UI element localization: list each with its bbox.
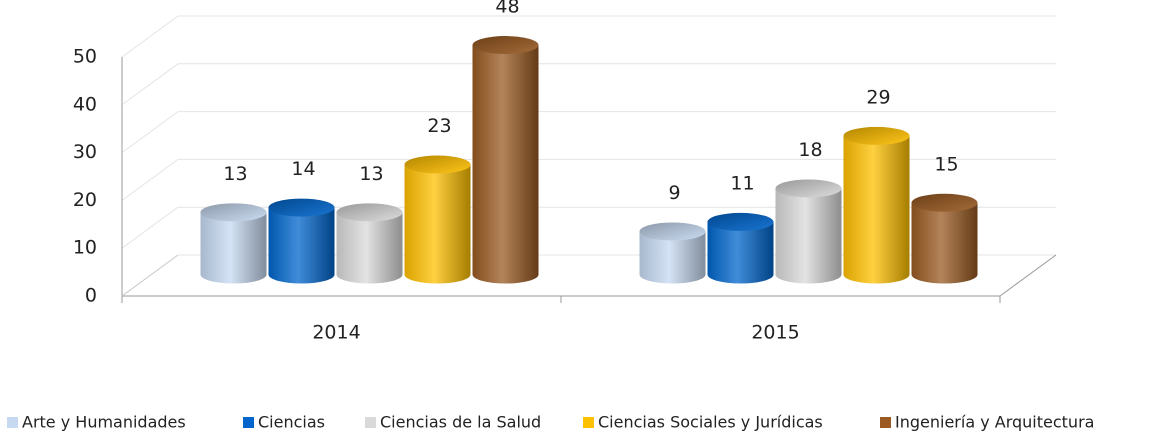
bar (336, 212, 403, 284)
value-label: 23 (427, 115, 451, 137)
y-tick-label: 10 (73, 237, 97, 259)
value-label: 15 (934, 153, 958, 175)
floor-edge (999, 254, 1057, 297)
bar-top (639, 222, 706, 241)
grid-line (121, 111, 179, 154)
legend-swatch (365, 417, 376, 428)
grid-line (121, 158, 179, 201)
legend-swatch (880, 417, 891, 428)
bar (707, 221, 774, 284)
y-tick-label: 30 (73, 141, 97, 163)
bar (775, 188, 842, 284)
value-label: 9 (668, 182, 680, 204)
bar (268, 207, 335, 284)
bar-top (200, 203, 267, 222)
bar (843, 135, 910, 284)
bar-top (472, 36, 539, 55)
value-label: 14 (291, 158, 315, 180)
bar-top (911, 193, 978, 212)
y-tick-label: 50 (73, 46, 97, 68)
value-label: 29 (866, 86, 890, 108)
bar (472, 45, 539, 284)
value-label: 48 (495, 0, 519, 18)
legend-swatch (583, 417, 594, 428)
x-tick-label: 2014 (312, 322, 360, 344)
y-tick-label: 40 (73, 93, 97, 115)
value-label: 13 (223, 163, 247, 185)
bar (639, 231, 706, 284)
legend-label: Ciencias Sociales y Jurídicas (598, 413, 823, 432)
bar (200, 212, 267, 284)
legend-label: Ciencias (258, 413, 325, 432)
bar (404, 164, 471, 284)
legend-label: Ingeniería y Arquitectura (895, 413, 1094, 432)
legend-swatch (243, 417, 254, 428)
grid-line (121, 15, 179, 58)
legend-swatch (7, 417, 18, 428)
value-label: 13 (359, 163, 383, 185)
grid-line (121, 206, 179, 249)
legend-label: Ciencias de la Salud (380, 413, 541, 432)
bar-top (268, 198, 335, 217)
y-tick-label: 0 (85, 285, 97, 307)
bar-top (775, 179, 842, 198)
bar-top (404, 155, 471, 174)
y-tick-label: 20 (73, 189, 97, 211)
legend-label: Arte y Humanidades (22, 413, 186, 432)
value-label: 18 (798, 139, 822, 161)
floor-edge (121, 254, 179, 297)
grid-line (121, 63, 179, 106)
bar-top (843, 126, 910, 145)
bar-top (707, 212, 774, 231)
value-label: 11 (730, 172, 754, 194)
bar-top (336, 203, 403, 222)
bar (911, 202, 978, 284)
x-tick-label: 2015 (751, 322, 799, 344)
